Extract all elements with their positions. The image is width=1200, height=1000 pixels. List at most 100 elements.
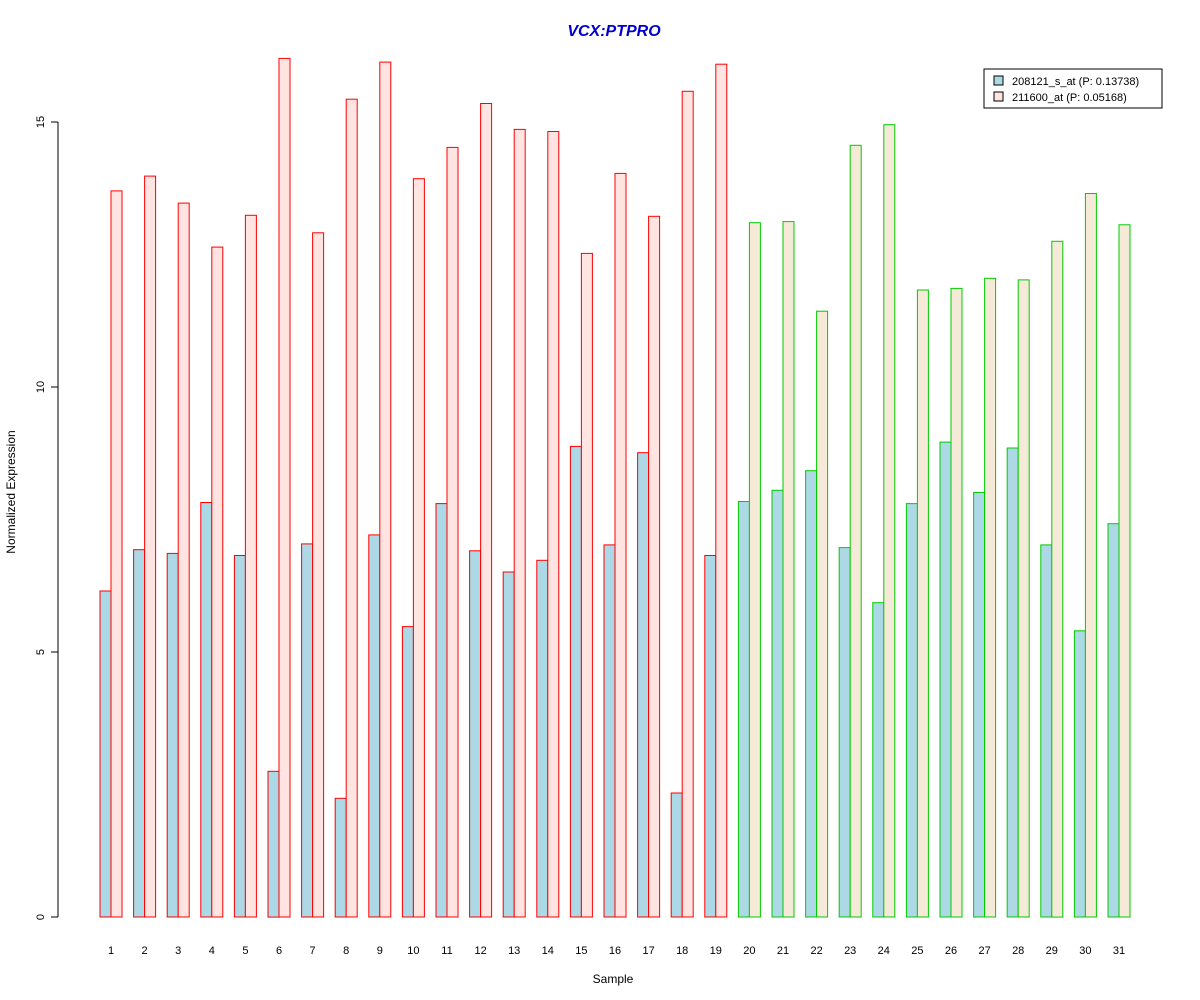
x-tick-label-7: 7	[310, 945, 316, 957]
bar-211600-sample-2	[144, 175, 157, 918]
x-tick-label-15: 15	[575, 945, 587, 957]
x-tick-label-13: 13	[508, 945, 520, 957]
bar-211600-sample-6	[278, 57, 291, 918]
x-tick-label-19: 19	[710, 945, 722, 957]
y-tick-label-15: 15	[35, 116, 47, 128]
x-tick-label-29: 29	[1046, 945, 1058, 957]
bar-211600-sample-19	[715, 63, 728, 918]
x-tick-labels: 1 2 3 4 5 6 7 8 9 10 11 12 13 14 15 16 17 18 19 20 21 22 23 24 2…	[108, 945, 1125, 957]
x-tick-label-20: 20	[743, 945, 755, 957]
bar-208121-sample-10	[401, 626, 414, 918]
x-tick-label-23: 23	[844, 945, 856, 957]
bar-208121-sample-25	[905, 503, 918, 918]
bar-208121-sample-24	[872, 602, 885, 918]
bar-208121-sample-26	[939, 441, 952, 918]
legend-label-208121: 208121_s_at (P: 0.13738)	[1012, 76, 1139, 88]
bar-208121-sample-23	[838, 547, 851, 918]
x-tick-label-6: 6	[276, 945, 282, 957]
x-tick-label-1: 1	[108, 945, 114, 957]
chart-title: VCX:PTPRO	[567, 23, 661, 40]
bar-211600-sample-7	[312, 232, 325, 918]
bar-208121-sample-1	[99, 590, 112, 918]
x-tick-label-11: 11	[441, 945, 452, 957]
bar-208121-sample-17	[637, 452, 650, 918]
x-tick-label-14: 14	[542, 945, 554, 957]
y-axis-label: Normalized Expression	[4, 430, 18, 553]
bar-208121-sample-13	[502, 571, 515, 918]
legend-label-211600: 211600_at (P: 0.05168)	[1012, 92, 1127, 104]
legend-swatch-211600	[993, 91, 1004, 102]
bar-208121-sample-20	[737, 501, 750, 918]
bar-211600-sample-30	[1084, 193, 1097, 918]
bar-211600-sample-18	[681, 90, 694, 918]
bar-208121-sample-6	[267, 770, 280, 918]
bar-211600-sample-12	[480, 103, 493, 918]
x-tick-label-21: 21	[777, 945, 789, 957]
legend-swatch-208121	[993, 75, 1004, 86]
x-tick-label-16: 16	[609, 945, 621, 957]
bar-211600-sample-31	[1118, 224, 1131, 918]
x-tick-label-3: 3	[175, 945, 181, 957]
x-axis-label: Sample	[593, 972, 634, 986]
bar-211600-sample-15	[580, 252, 593, 918]
bar-208121-sample-7	[301, 543, 314, 918]
x-tick-label-2: 2	[142, 945, 148, 957]
bar-211600-sample-1	[110, 190, 123, 918]
x-tick-label-28: 28	[1012, 945, 1024, 957]
x-tick-label-4: 4	[209, 945, 215, 957]
bar-211600-sample-4	[211, 246, 224, 918]
bar-211600-sample-20	[748, 222, 761, 918]
bar-208121-sample-9	[368, 534, 381, 918]
x-tick-label-18: 18	[676, 945, 688, 957]
bar-211600-sample-24	[883, 124, 896, 918]
x-tick-label-8: 8	[343, 945, 349, 957]
bar-208121-sample-11	[435, 503, 448, 918]
bar-208121-sample-2	[133, 549, 146, 918]
bar-211600-sample-29	[1051, 240, 1064, 918]
x-tick-label-24: 24	[878, 945, 890, 957]
bar-208121-sample-12	[469, 550, 482, 918]
bar-211600-sample-5	[244, 214, 257, 918]
bar-208121-sample-4	[200, 502, 213, 918]
bar-211600-sample-9	[379, 61, 392, 918]
bar-211600-sample-16	[614, 172, 627, 918]
bar-211600-sample-11	[446, 146, 459, 918]
bar-211600-sample-21	[782, 221, 795, 918]
bar-208121-sample-5	[233, 555, 246, 918]
bar-211600-sample-3	[177, 202, 190, 918]
bar-208121-sample-21	[771, 489, 784, 918]
bar-208121-sample-30	[1073, 630, 1086, 918]
y-tick-label-10: 10	[35, 381, 47, 393]
bar-208121-sample-19	[704, 555, 717, 918]
x-tick-label-22: 22	[810, 945, 822, 957]
bar-208121-sample-27	[973, 492, 986, 918]
bar-211600-sample-23	[849, 144, 862, 918]
bar-211600-sample-27	[984, 277, 997, 918]
legend: 208121_s_at (P: 0.13738) 211600_at (P: 0…	[983, 68, 1163, 109]
x-tick-label-31: 31	[1113, 945, 1125, 957]
bars-layer	[99, 57, 1131, 918]
x-tick-label-25: 25	[911, 945, 923, 957]
bar-211600-sample-17	[648, 215, 661, 918]
bar-208121-sample-28	[1006, 447, 1019, 918]
x-tick-label-12: 12	[474, 945, 486, 957]
bar-208121-sample-29	[1040, 544, 1053, 918]
legend-box	[983, 68, 1163, 109]
x-tick-label-5: 5	[242, 945, 248, 957]
bar-211600-sample-10	[412, 178, 425, 918]
bar-208121-sample-31	[1107, 523, 1120, 918]
x-tick-label-26: 26	[945, 945, 957, 957]
x-tick-label-17: 17	[642, 945, 654, 957]
bar-208121-sample-14	[536, 559, 549, 918]
x-tick-label-10: 10	[407, 945, 419, 957]
bar-208121-sample-8	[334, 797, 347, 918]
bar-208121-sample-16	[603, 544, 616, 918]
y-tick-label-5: 5	[35, 649, 47, 655]
bar-208121-sample-15	[569, 445, 582, 918]
bar-211600-sample-14	[547, 131, 560, 918]
bar-211600-sample-13	[513, 128, 526, 918]
y-axis: 0 5 10 15	[35, 116, 59, 920]
bar-208121-sample-3	[166, 552, 179, 918]
x-tick-label-27: 27	[978, 945, 990, 957]
bar-211600-sample-22	[816, 310, 829, 918]
